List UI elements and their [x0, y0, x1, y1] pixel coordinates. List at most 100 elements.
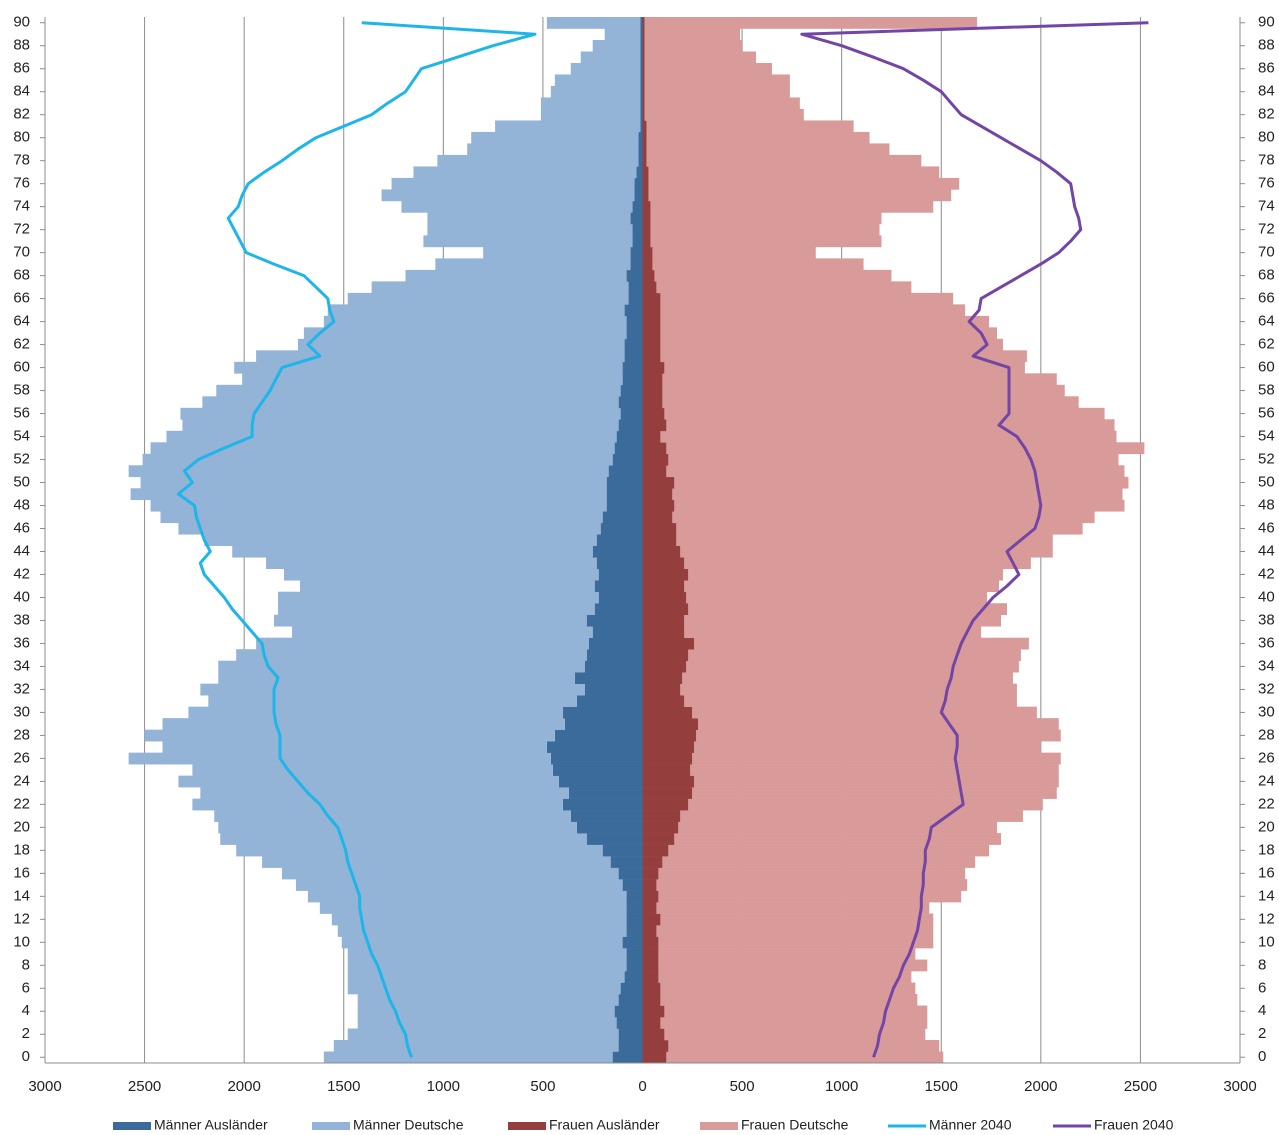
bar — [642, 269, 655, 282]
bar — [162, 718, 565, 730]
x-tick-label: 0 — [638, 1078, 646, 1095]
bar — [642, 913, 661, 926]
y-tick-label: 44 — [13, 542, 30, 559]
bar — [638, 131, 643, 144]
bar — [423, 235, 633, 248]
y-tick-label: 34 — [1258, 657, 1275, 674]
bar — [652, 246, 816, 259]
bar — [690, 764, 1059, 776]
bar — [630, 258, 643, 271]
y-tick-label: 2 — [22, 1025, 30, 1042]
bar — [401, 200, 633, 213]
bar — [642, 74, 645, 87]
bar — [166, 430, 617, 443]
bar — [220, 833, 587, 845]
legend-label: Männer 2040 — [929, 1117, 1012, 1133]
bar — [650, 223, 880, 236]
bar — [642, 982, 661, 995]
bar — [642, 304, 661, 317]
bar — [266, 557, 597, 570]
bar — [642, 511, 673, 524]
bar — [232, 545, 593, 558]
bar — [626, 925, 643, 937]
bar — [676, 522, 1083, 535]
bar — [648, 189, 952, 202]
bar — [642, 925, 657, 937]
bar — [202, 396, 619, 409]
bar — [664, 361, 1025, 374]
bar — [405, 269, 627, 282]
bar — [660, 327, 998, 340]
bar — [642, 557, 685, 570]
bar — [634, 177, 643, 190]
y-tick-label: 88 — [1258, 37, 1275, 54]
bar — [610, 856, 643, 868]
y-tick-label: 38 — [13, 611, 30, 628]
y-tick-label: 74 — [1258, 198, 1275, 215]
bar — [550, 85, 641, 98]
y-tick-label: 84 — [1258, 83, 1275, 100]
bar — [574, 672, 643, 684]
bar — [200, 683, 585, 696]
bar — [658, 867, 966, 880]
y-tick-label: 18 — [1258, 841, 1275, 858]
bar — [371, 281, 629, 294]
bar — [688, 568, 1003, 581]
bar — [178, 522, 601, 535]
bar — [234, 361, 623, 374]
bar — [594, 580, 643, 593]
bar — [642, 373, 663, 386]
x-tick-label: 500 — [530, 1078, 555, 1095]
bar — [391, 177, 635, 190]
bar — [642, 189, 649, 202]
bar — [642, 844, 669, 857]
bar — [624, 971, 643, 983]
bar — [644, 62, 772, 75]
bar — [626, 269, 643, 282]
bar — [319, 902, 627, 914]
y-tick-label: 56 — [13, 405, 30, 422]
bar — [576, 695, 643, 707]
bar — [642, 856, 663, 868]
bar — [596, 557, 643, 570]
bar — [668, 844, 990, 857]
bar — [584, 660, 643, 673]
bar — [323, 315, 627, 328]
y-tick-label: 50 — [1258, 473, 1275, 490]
bar — [218, 672, 575, 684]
bar — [642, 994, 661, 1006]
bar — [592, 545, 643, 558]
x-tick-label: 3000 — [28, 1078, 61, 1095]
bar — [640, 74, 643, 87]
bar — [642, 120, 647, 133]
bar — [642, 971, 659, 983]
bar — [642, 384, 663, 397]
bar — [642, 660, 687, 673]
bar — [642, 108, 645, 121]
bar — [580, 51, 641, 64]
bar — [140, 476, 607, 489]
bar — [646, 143, 890, 156]
bar — [128, 465, 609, 478]
y-tick-label: 62 — [1258, 336, 1275, 353]
bar — [642, 706, 693, 719]
y-tick-label: 52 — [1258, 451, 1275, 468]
y-tick-label: 90 — [1258, 14, 1275, 31]
bar — [274, 614, 587, 627]
bar — [284, 568, 599, 581]
bar — [684, 695, 1017, 707]
y-tick-label: 46 — [1258, 519, 1275, 536]
bar — [347, 1028, 619, 1041]
bar — [662, 856, 976, 868]
bar — [570, 62, 641, 75]
bar — [636, 166, 643, 179]
bar — [674, 476, 1129, 489]
bar — [642, 614, 685, 627]
bar — [644, 39, 743, 52]
bar — [162, 741, 547, 753]
y-tick-label: 36 — [13, 634, 30, 651]
bar — [618, 994, 643, 1006]
y-tick-label: 48 — [1258, 496, 1275, 513]
y-tick-label: 26 — [13, 749, 30, 766]
bar — [642, 28, 645, 41]
